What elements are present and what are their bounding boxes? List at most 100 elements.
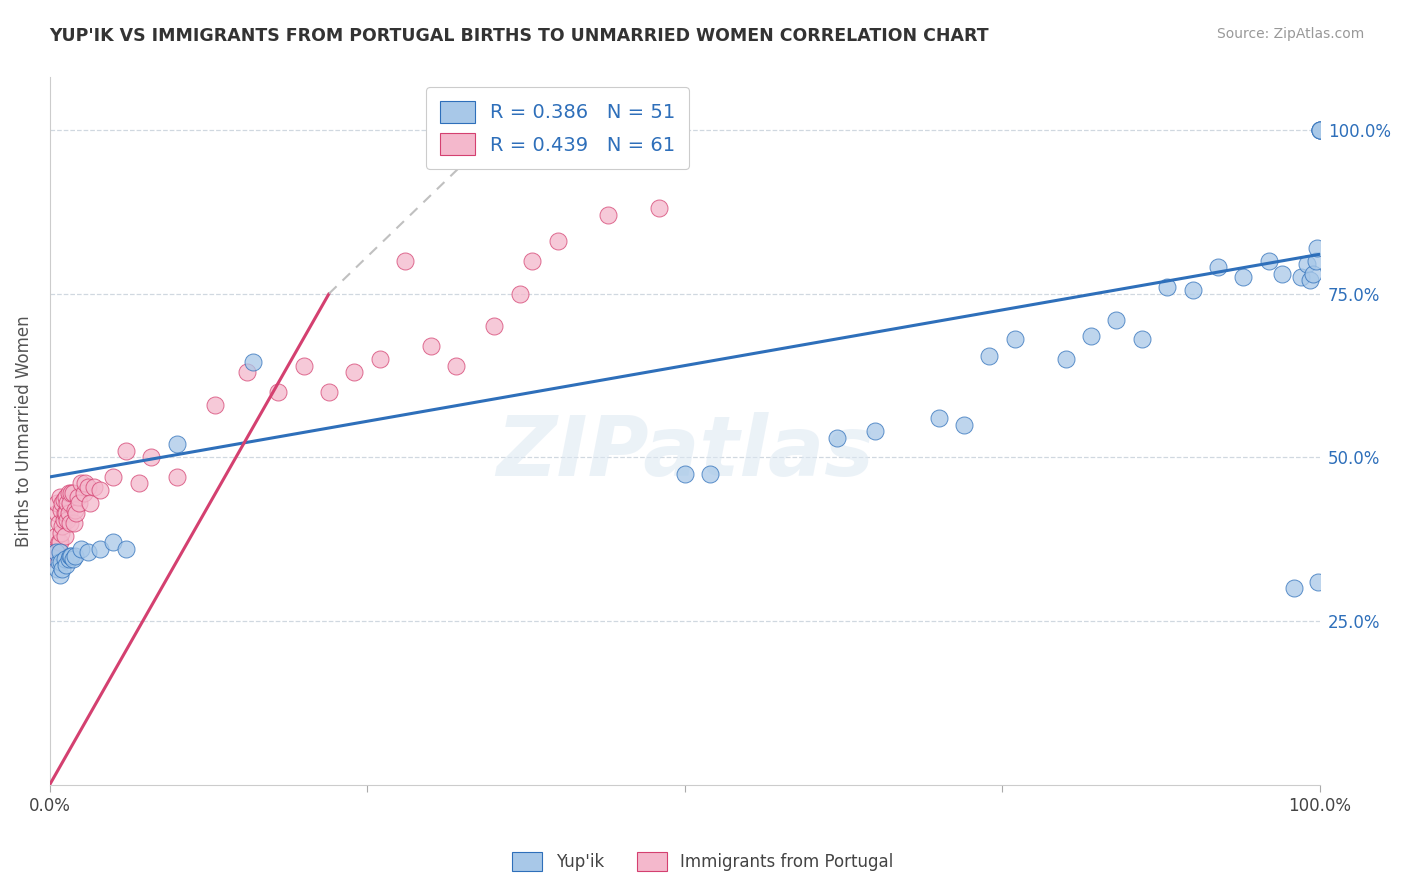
- Point: [648, 202, 671, 216]
- Point: [49, 568, 72, 582]
- Point: [1302, 267, 1324, 281]
- Point: [65, 506, 87, 520]
- Text: Source: ZipAtlas.com: Source: ZipAtlas.com: [1216, 27, 1364, 41]
- Point: [1054, 352, 1077, 367]
- Point: [56, 496, 79, 510]
- Point: [1309, 123, 1331, 137]
- Point: [76, 480, 98, 494]
- Text: ZIPatlas: ZIPatlas: [496, 412, 873, 492]
- Point: [53, 529, 76, 543]
- Point: [55, 490, 77, 504]
- Point: [49, 525, 72, 540]
- Point: [58, 551, 80, 566]
- Point: [482, 319, 505, 334]
- Point: [89, 483, 111, 497]
- Point: [45, 545, 67, 559]
- Point: [509, 286, 531, 301]
- Point: [1156, 280, 1178, 294]
- Point: [55, 506, 77, 520]
- Point: [235, 365, 257, 379]
- Point: [45, 545, 67, 559]
- Point: [292, 359, 315, 373]
- Point: [62, 486, 84, 500]
- Point: [979, 349, 1001, 363]
- Point: [115, 541, 138, 556]
- Point: [1270, 267, 1292, 281]
- Point: [51, 496, 73, 510]
- Point: [52, 512, 75, 526]
- Point: [46, 496, 69, 510]
- Point: [1080, 329, 1102, 343]
- Point: [63, 502, 86, 516]
- Point: [128, 476, 150, 491]
- Point: [76, 545, 98, 559]
- Point: [49, 490, 72, 504]
- Point: [204, 398, 226, 412]
- Point: [53, 506, 76, 520]
- Point: [394, 253, 416, 268]
- Text: YUP'IK VS IMMIGRANTS FROM PORTUGAL BIRTHS TO UNMARRIED WOMEN CORRELATION CHART: YUP'IK VS IMMIGRANTS FROM PORTUGAL BIRTH…: [49, 27, 988, 45]
- Point: [62, 516, 84, 530]
- Point: [343, 365, 366, 379]
- Point: [1308, 574, 1330, 589]
- Point: [101, 470, 124, 484]
- Point: [59, 516, 82, 530]
- Point: [49, 545, 72, 559]
- Point: [73, 486, 96, 500]
- Point: [60, 486, 83, 500]
- Point: [48, 535, 70, 549]
- Point: [46, 506, 69, 520]
- Point: [1105, 312, 1128, 326]
- Point: [1306, 241, 1329, 255]
- Point: [53, 551, 76, 566]
- Point: [52, 492, 75, 507]
- Point: [62, 551, 84, 566]
- Point: [318, 384, 340, 399]
- Point: [55, 558, 77, 573]
- Point: [953, 417, 976, 432]
- Point: [49, 502, 72, 516]
- Point: [42, 545, 65, 559]
- Legend: R = 0.386   N = 51, R = 0.439   N = 61: R = 0.386 N = 51, R = 0.439 N = 61: [426, 87, 689, 169]
- Point: [60, 549, 83, 563]
- Point: [44, 551, 66, 566]
- Point: [70, 541, 93, 556]
- Point: [825, 431, 848, 445]
- Point: [48, 555, 70, 569]
- Point: [45, 529, 67, 543]
- Point: [49, 555, 72, 569]
- Point: [1289, 270, 1312, 285]
- Point: [598, 208, 620, 222]
- Point: [699, 467, 721, 481]
- Point: [51, 561, 73, 575]
- Point: [1309, 123, 1331, 137]
- Point: [368, 352, 391, 367]
- Point: [1181, 283, 1204, 297]
- Point: [1257, 253, 1279, 268]
- Point: [58, 506, 80, 520]
- Point: [66, 490, 89, 504]
- Point: [49, 535, 72, 549]
- Point: [444, 359, 467, 373]
- Point: [59, 549, 82, 563]
- Point: [1284, 582, 1306, 596]
- Point: [522, 253, 544, 268]
- Point: [115, 443, 138, 458]
- Point: [75, 476, 97, 491]
- Legend: Yup'ik, Immigrants from Portugal: Yup'ik, Immigrants from Portugal: [503, 843, 903, 880]
- Point: [1298, 273, 1320, 287]
- Point: [56, 512, 79, 526]
- Point: [1004, 333, 1026, 347]
- Point: [63, 549, 86, 563]
- Point: [1305, 253, 1327, 268]
- Point: [141, 450, 163, 465]
- Point: [166, 470, 188, 484]
- Point: [928, 411, 950, 425]
- Point: [58, 486, 80, 500]
- Point: [59, 496, 82, 510]
- Point: [1309, 123, 1331, 137]
- Point: [1309, 123, 1331, 137]
- Point: [1296, 257, 1319, 271]
- Point: [1130, 333, 1153, 347]
- Point: [547, 234, 569, 248]
